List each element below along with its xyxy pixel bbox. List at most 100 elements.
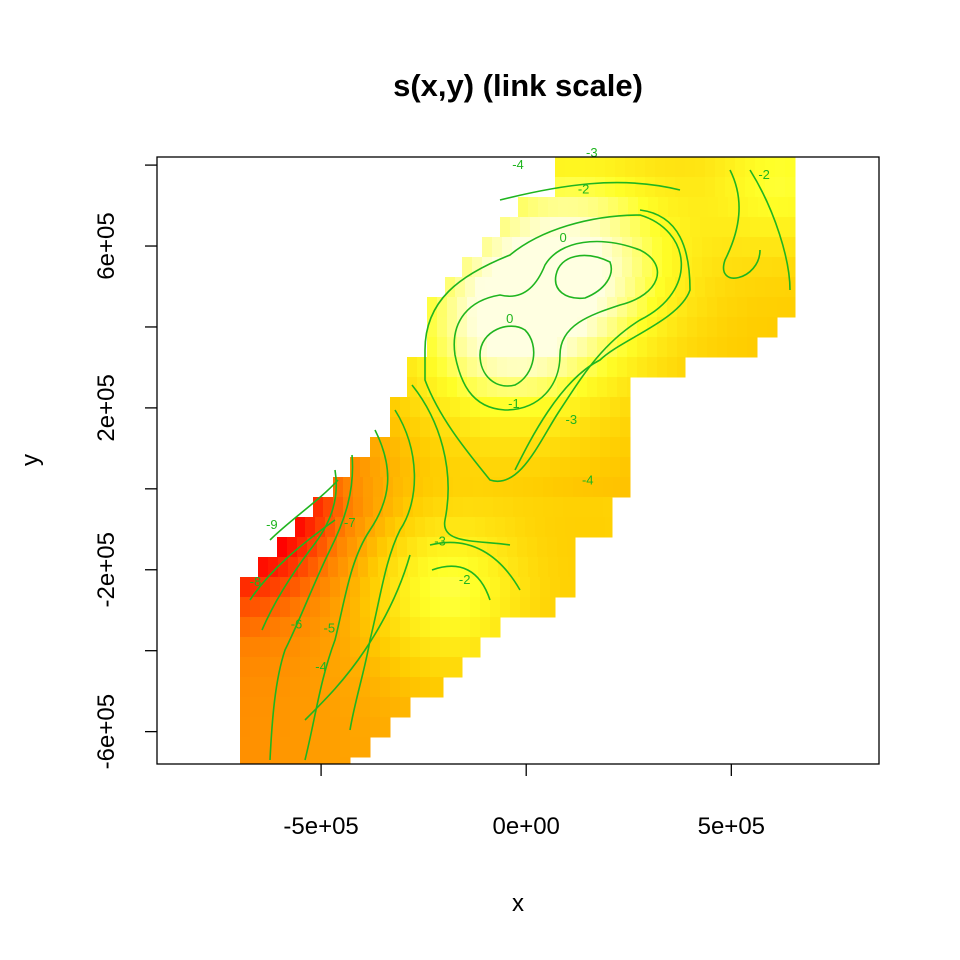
heatmap-cell [645, 177, 656, 198]
heatmap-cell [330, 717, 341, 738]
heatmap-cell [550, 217, 561, 238]
heatmap-cell [475, 517, 486, 538]
heatmap-cell [315, 517, 326, 538]
heatmap-cell [373, 477, 384, 498]
heatmap-cell [340, 657, 351, 678]
heatmap-cell [325, 517, 336, 538]
heatmap-cell [655, 277, 666, 298]
heatmap-cell [467, 377, 478, 398]
contour-line [304, 429, 389, 761]
heatmap-cell [517, 317, 528, 338]
contour-label: -6 [291, 616, 303, 631]
heatmap-cell [313, 497, 324, 518]
heatmap-cell [573, 477, 584, 498]
heatmap-cell [360, 577, 371, 598]
heatmap-cell [410, 577, 421, 598]
heatmap-cell [612, 257, 623, 278]
contour-label: -4 [512, 157, 524, 172]
heatmap-cell [388, 557, 399, 578]
heatmap-cell [745, 277, 756, 298]
heatmap-cell [330, 577, 341, 598]
heatmap-cell [295, 517, 306, 538]
heatmap-cell [600, 417, 611, 438]
heatmap-cell [618, 197, 629, 218]
heatmap-cell [553, 497, 564, 518]
heatmap-cell [547, 297, 558, 318]
heatmap-cell [577, 317, 588, 338]
heatmap-cell [565, 277, 576, 298]
heatmap-cell [400, 677, 411, 698]
heatmap-cell [280, 757, 291, 765]
heatmap-cell [555, 517, 566, 538]
heatmap-cell [480, 417, 491, 438]
heatmap-cell [657, 337, 668, 358]
heatmap-cell [370, 677, 381, 698]
heatmap-cell [407, 377, 418, 398]
heatmap-cell [505, 517, 516, 538]
heatmap-cell [605, 277, 616, 298]
heatmap-cell [728, 197, 739, 218]
heatmap-cell [467, 317, 478, 338]
heatmap-cell [752, 257, 763, 278]
heatmap-cell [758, 197, 769, 218]
heatmap-cell [390, 637, 401, 658]
heatmap-cell [460, 417, 471, 438]
heatmap-cell [500, 437, 511, 458]
heatmap-cell [562, 257, 573, 278]
heatmap-cell [523, 497, 534, 518]
heatmap-cell [240, 637, 251, 658]
heatmap-cell [547, 317, 558, 338]
heatmap-cell [440, 457, 451, 478]
heatmap-cell [527, 537, 538, 558]
heatmap-cell [328, 557, 339, 578]
heatmap-cell [735, 157, 746, 178]
heatmap-cell [360, 717, 371, 738]
heatmap-cell [510, 597, 521, 618]
heatmap-cell [350, 597, 361, 618]
heatmap-cell [260, 577, 271, 598]
heatmap-cell [602, 237, 613, 258]
heatmap-cell [270, 597, 281, 618]
heatmap-cell [467, 357, 478, 378]
heatmap-cell [310, 677, 321, 698]
heatmap-cell [785, 177, 796, 198]
heatmap-cell [570, 217, 581, 238]
heatmap-cell [383, 497, 394, 518]
heatmap-cell [427, 357, 438, 378]
heatmap-cell [587, 317, 598, 338]
heatmap-cell [280, 737, 291, 758]
contour-line [411, 384, 511, 546]
heatmap-cell [687, 337, 698, 358]
heatmap-cell [705, 157, 716, 178]
heatmap-cell [310, 577, 321, 598]
heatmap-cell [560, 457, 571, 478]
heatmap-cell [510, 577, 521, 598]
heatmap-cell [437, 297, 448, 318]
heatmap-cell [737, 297, 748, 318]
heatmap-cell [530, 417, 541, 438]
heatmap-cell [612, 237, 623, 258]
heatmap-cell [440, 617, 451, 638]
heatmap-cell [770, 217, 781, 238]
heatmap-cell [410, 637, 421, 658]
heatmap-cell [550, 597, 556, 618]
heatmap-cell [745, 177, 756, 198]
heatmap-cell [415, 517, 426, 538]
heatmap-cell [605, 157, 616, 178]
heatmap-cell [493, 477, 504, 498]
heatmap-cell [487, 377, 498, 398]
heatmap-cell [587, 377, 598, 398]
heatmap-cell [447, 537, 458, 558]
heatmap-cell [450, 417, 461, 438]
heatmap-cell [600, 437, 611, 458]
heatmap-cell [638, 197, 649, 218]
heatmap-cell [260, 717, 271, 738]
heatmap-cell [622, 237, 633, 258]
heatmap-cell [697, 317, 708, 338]
heatmap-cell [527, 297, 538, 318]
heatmap-cell [550, 577, 561, 598]
heatmap-cell [280, 677, 291, 698]
x-tick-label: 0e+00 [493, 813, 560, 840]
heatmap-cell [788, 197, 796, 218]
heatmap-cell [390, 597, 401, 618]
